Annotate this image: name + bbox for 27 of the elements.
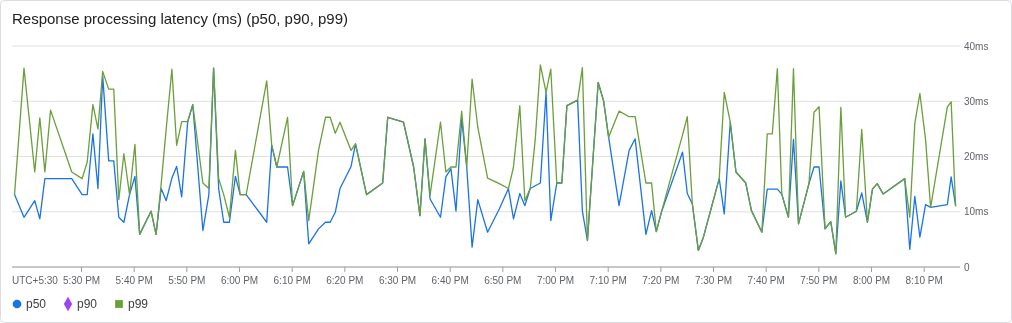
x-tick-label: 7:40 PM: [747, 275, 785, 286]
x-tick-label: 7:50 PM: [800, 275, 838, 286]
legend-label: p50: [26, 297, 47, 311]
text: UTC+5:30: [12, 275, 59, 286]
x-tick-label: 5:50 PM: [168, 275, 206, 286]
y-tick-label: 40ms: [964, 40, 989, 52]
x-tick-label: 5:30 PM: [62, 275, 101, 286]
y-tick-label: 30ms: [964, 95, 989, 107]
x-tick-label: 6:20 PM: [326, 275, 364, 286]
x-tick-label: 8:00 PM: [852, 275, 891, 286]
x-tick-label: 7:30 PM: [694, 275, 733, 286]
chart-title: Response processing latency (ms) (p50, p90, p99): [12, 10, 349, 27]
x-tick-label: 5:40 PM: [115, 275, 153, 286]
legend-label: p99: [128, 297, 149, 311]
x-tick-label: 6:00 PM: [220, 275, 259, 286]
x-tick-label: 6:30 PM: [378, 275, 417, 286]
legend-label: p90: [77, 297, 98, 311]
x-tick-label: 6:10 PM: [273, 275, 311, 286]
y-tick-label: 10ms: [964, 206, 989, 218]
x-tick-label: 8:10 PM: [905, 275, 943, 286]
y-tick-label: 20ms: [964, 151, 989, 162]
x-tick-label: 6:40 PM: [431, 275, 469, 286]
x-tick-label: 6:50 PM: [484, 275, 522, 286]
x-tick-label: 7:00 PM: [536, 275, 575, 286]
y-tick-label: 0: [964, 261, 970, 273]
x-tick-label: 7:20 PM: [642, 275, 680, 286]
x-tick-label: 7:10 PM: [589, 275, 627, 286]
